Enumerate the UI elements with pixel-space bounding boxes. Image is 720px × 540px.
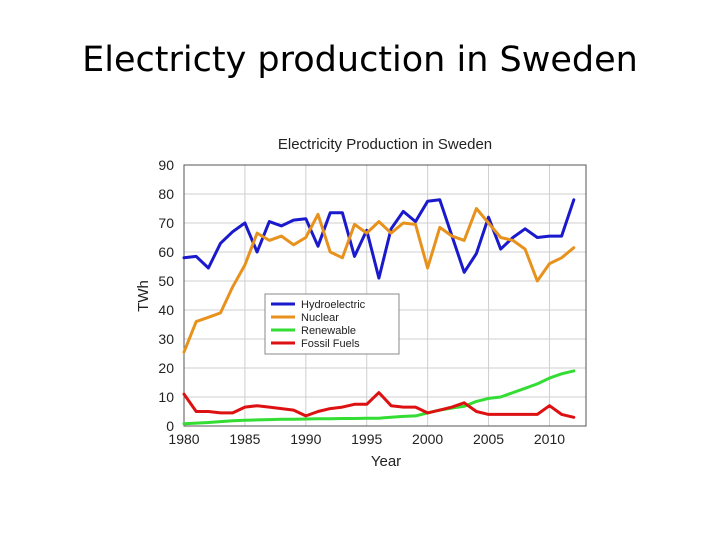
series-lines — [182, 198, 576, 426]
y-tick-label: 50 — [158, 273, 174, 289]
plot-frame — [183, 164, 587, 427]
y-tick-label: 20 — [158, 360, 174, 376]
y-axis-label: TWh — [135, 280, 152, 312]
y-axis: 0 10 20 30 40 50 60 70 80 90 — [158, 157, 174, 434]
x-tick-label: 1990 — [290, 431, 321, 447]
y-tick-label: 70 — [158, 215, 174, 231]
y-tick-label: 10 — [158, 389, 174, 405]
series-line-hydroelectric — [182, 198, 576, 280]
legend-entry: Nuclear — [301, 312, 339, 324]
x-tick-label: 2010 — [534, 431, 565, 447]
y-tick-label: 90 — [158, 157, 174, 173]
legend-entry: Renewable — [301, 325, 356, 337]
series-line-fossil-fuels — [182, 391, 576, 419]
legend-entry: Fossil Fuels — [301, 338, 360, 350]
chart-title: Electricity Production in Sweden — [278, 136, 492, 153]
y-tick-label: 40 — [158, 302, 174, 318]
x-tick-label: 1995 — [351, 431, 382, 447]
y-tick-label: 30 — [158, 331, 174, 347]
x-tick-label: 2000 — [412, 431, 443, 447]
y-tick-label: 60 — [158, 244, 174, 260]
slide-title: Electricty production in Sweden — [82, 40, 638, 80]
x-axis: 1980 1985 1990 1995 2000 2005 2010 — [168, 431, 565, 447]
x-tick-label: 1980 — [168, 431, 199, 447]
x-axis-label: Year — [371, 453, 401, 470]
series-line-renewable — [182, 369, 576, 426]
x-tick-label: 2005 — [473, 431, 504, 447]
y-tick-label: 80 — [158, 186, 174, 202]
x-tick-label: 1985 — [229, 431, 260, 447]
series-line-nuclear — [182, 207, 576, 354]
legend-entry: Hydroelectric — [301, 299, 366, 311]
y-tick-label: 0 — [166, 418, 174, 434]
